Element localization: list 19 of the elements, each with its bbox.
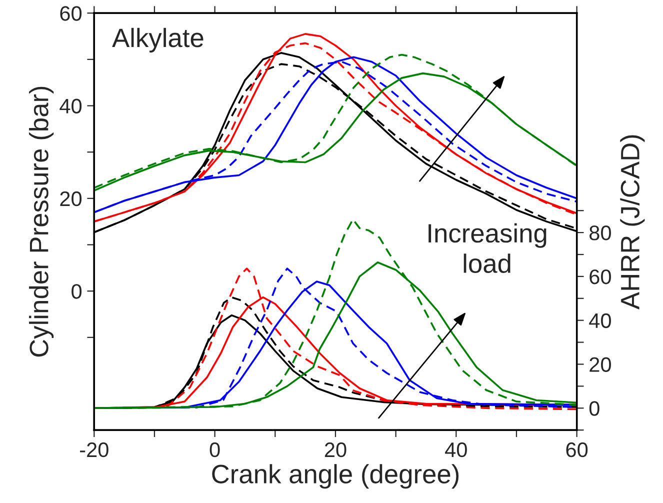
x-tick-label: 20 (324, 442, 346, 458)
y-axis-title: Cylinder Pressure (bar) (29, 86, 54, 357)
y-tick-label: 60 (60, 6, 82, 21)
y-tick-label: 20 (60, 191, 82, 206)
y-tick-label: 0 (72, 284, 82, 299)
annotation: Increasing load (428, 223, 546, 274)
y2-axis-title: AHRR (J/CAD) (620, 135, 645, 310)
x-tick-label: -20 (80, 442, 108, 458)
y2-tick-label: 80 (590, 226, 611, 240)
y-tick-label: 40 (60, 98, 82, 114)
y2-tick-label: 0 (589, 401, 600, 416)
annotation: Alkylate (112, 28, 204, 52)
x-tick-label: 40 (445, 442, 467, 458)
x-axis-title: Crank angle (degree) (212, 464, 459, 489)
y2-tick-label: 20 (590, 357, 611, 372)
y2-tick-label: 60 (590, 269, 611, 284)
y2-tick-label: 40 (589, 313, 611, 328)
x-tick-label: 60 (566, 442, 588, 458)
x-tick-label: 0 (210, 442, 220, 458)
